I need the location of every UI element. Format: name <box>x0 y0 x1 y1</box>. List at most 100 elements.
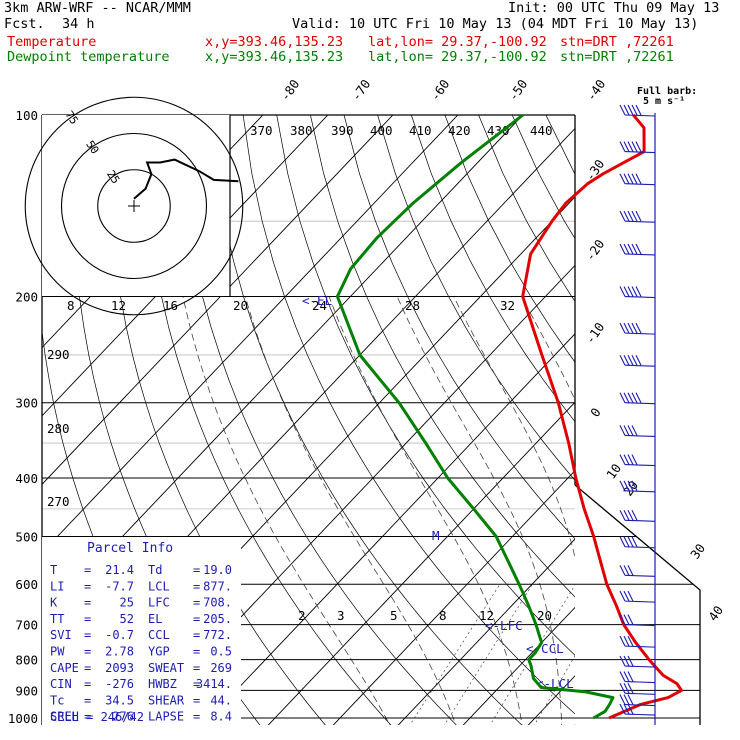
barb-flag <box>619 322 626 334</box>
theta-left-label: 280 <box>47 421 70 436</box>
wind-barb <box>619 510 656 522</box>
parcel-cell: CELL = 246/42 <box>50 710 144 724</box>
parcel-info-cell: = <box>193 693 200 707</box>
barb-flag <box>627 243 634 255</box>
isotherm <box>332 469 575 725</box>
isotherm <box>42 115 524 622</box>
parcel-info-cell: 276 <box>112 710 134 724</box>
pressure-label-1000: 1000 <box>8 711 38 726</box>
barb-flag <box>627 210 634 222</box>
barb-flag <box>623 210 630 222</box>
hodograph-trace <box>133 158 239 200</box>
parcel-info-cell: SVI <box>50 628 72 642</box>
parcel-info-cell: = <box>84 677 91 691</box>
legend-dewpoint-xy: x,y=393.46,135.23 <box>205 49 344 65</box>
barb-flag <box>627 425 634 436</box>
isotherm-label: 10 <box>603 461 624 482</box>
isotherm-label: 30 <box>687 541 708 562</box>
dry-adiabat <box>276 115 575 656</box>
parcel-info-panel: Parcel Info T = 21.4 Td = 19.0LI = -7.7 LCL = 877.… <box>42 537 241 725</box>
wind-barb <box>619 141 656 154</box>
barb-flag <box>631 454 638 465</box>
mixing-ratio-label: 12 <box>111 298 126 313</box>
barb-flag <box>627 322 634 334</box>
parcel-info-cell: SREH <box>50 710 79 724</box>
pressure-label-100: 100 <box>15 108 38 123</box>
barb-flag <box>627 565 634 576</box>
barb-flag <box>619 635 626 647</box>
wind-barb <box>619 694 656 707</box>
barb-shaft <box>624 114 656 117</box>
wind-barb <box>619 635 656 648</box>
isotherm-label: -70 <box>348 77 373 104</box>
moist-adiabat <box>521 296 575 401</box>
barb-flag <box>631 322 638 334</box>
wind-barb <box>619 322 656 335</box>
barb-shaft <box>624 434 656 438</box>
parcel-info-cell: HWBZ <box>148 677 177 691</box>
theta-label: 410 <box>409 123 432 138</box>
barb-flag <box>627 141 634 152</box>
legend-dewpoint-latlon: lat,lon= 29.37,-100.92 <box>368 49 547 65</box>
dewpoint-trace <box>335 113 615 720</box>
barb-flag <box>623 286 630 297</box>
barb-shaft <box>624 704 656 707</box>
barb-flag <box>631 425 638 436</box>
wind-barb <box>619 425 656 438</box>
barb-flag <box>619 590 626 602</box>
barb-shaft <box>624 546 656 549</box>
dry-adiabat <box>209 115 523 725</box>
barb-flag <box>627 392 634 403</box>
parcel-info-cell: = <box>84 710 91 724</box>
legend-temperature-latlon: lat,lon= 29.37,-100.92 <box>368 34 547 50</box>
pressure-label-600: 600 <box>15 577 38 592</box>
barb-flag <box>631 141 638 152</box>
hodograph-ring-label: 75 <box>62 109 80 127</box>
wind-barb <box>619 104 656 117</box>
barb-flag <box>623 425 630 436</box>
barb-flag <box>627 635 634 647</box>
model-title: 3km ARW-WRF -- NCAR/MMM <box>4 0 191 16</box>
barb-flag <box>631 392 638 403</box>
pressure-label-200: 200 <box>15 290 38 305</box>
pressure-label-500: 500 <box>15 529 38 544</box>
isotherm <box>202 333 575 725</box>
barb-flag <box>627 286 634 297</box>
barb-flag <box>635 392 642 403</box>
wind-barb <box>619 286 656 299</box>
barb-flag <box>623 671 630 682</box>
parcel-info-cell: CAPE <box>50 661 79 675</box>
barb-shaft <box>624 220 656 223</box>
barb-flag <box>623 354 630 366</box>
wind-barb <box>619 173 656 186</box>
barb-flag <box>635 141 642 152</box>
moist-adiabat <box>244 296 457 725</box>
barb-legend-line2: 5 m s⁻¹ <box>643 96 685 107</box>
wind-barb <box>619 454 656 467</box>
barb-flag <box>623 565 630 576</box>
theta-label: 430 <box>487 123 510 138</box>
parcel-info-cell: -0.7 <box>105 628 134 642</box>
parcel-info-cell: = <box>193 628 200 642</box>
mixing-ratio-label: 24 <box>312 298 327 313</box>
barb-flag <box>623 510 630 521</box>
parcel-info-cell: CCL <box>148 628 170 642</box>
barb-shaft <box>624 295 656 299</box>
barb-flag <box>635 104 642 116</box>
dry-adiabat <box>410 115 575 423</box>
parcel-info-cell: -7.7 <box>105 579 134 593</box>
dry-adiabat <box>511 115 575 240</box>
parcel-info-cell: = <box>84 612 91 626</box>
barb-flag <box>631 286 638 297</box>
legend-temperature: Temperature <box>7 34 97 50</box>
barb-flag <box>627 354 634 366</box>
barb-flag <box>623 590 630 602</box>
barb-flag <box>619 703 626 715</box>
mixing-ratio-label: 28 <box>405 298 420 313</box>
wind-barb <box>619 590 656 603</box>
barb-shaft <box>624 645 656 648</box>
barb-flag <box>619 354 626 366</box>
barb-flag <box>627 671 634 682</box>
barb-shaft <box>624 364 656 367</box>
barb-flag <box>619 565 626 576</box>
